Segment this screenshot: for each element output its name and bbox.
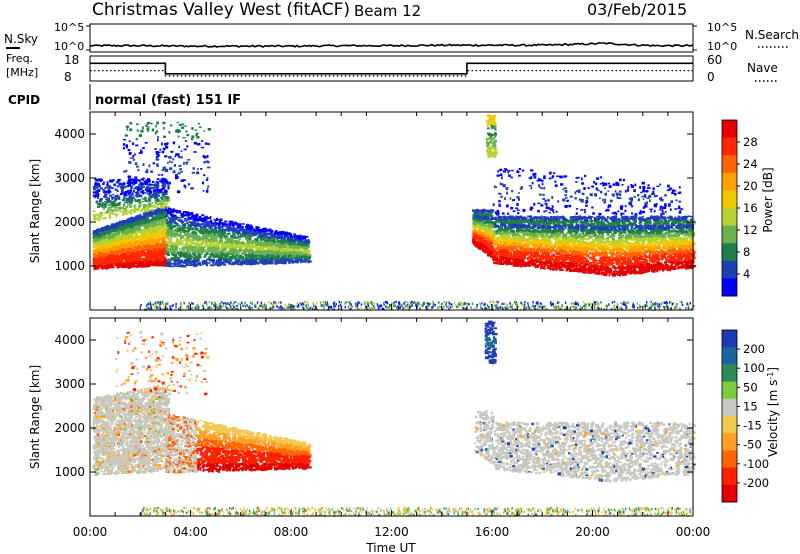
noise-panel-frame bbox=[89, 23, 694, 53]
power-ylabel: Slant Range [km] bbox=[28, 159, 42, 263]
colorbar-swatch bbox=[722, 381, 737, 400]
colorbar-swatch bbox=[722, 243, 737, 262]
ytick-label: 3000 bbox=[54, 171, 85, 185]
velocity-colorbar-label: Velocity [m s-1] bbox=[766, 367, 780, 457]
colorbar-swatch bbox=[722, 137, 737, 156]
colorbar-tick-label: 100 bbox=[743, 361, 765, 375]
nsky-tick-top: 10^5 bbox=[54, 21, 84, 34]
xtick-label: 20:00 bbox=[575, 525, 610, 539]
colorbar-tick-label: 20 bbox=[743, 179, 758, 193]
nave-tick-top: 60 bbox=[707, 53, 722, 67]
colorbar-swatch bbox=[722, 450, 737, 469]
freq-tick-top: 18 bbox=[64, 53, 79, 67]
colorbar-swatch bbox=[722, 416, 737, 434]
power-colorbar: 28 24 20 16 12 8 4 bbox=[721, 119, 758, 297]
cpid-value: normal (fast) 151 IF bbox=[95, 93, 241, 108]
colorbar-swatch bbox=[722, 330, 737, 348]
xtick-label: 08:00 bbox=[274, 525, 309, 539]
x-axis-title: Time UT bbox=[365, 541, 416, 554]
velocity-ground-noise bbox=[140, 506, 694, 517]
ytick-label: 3000 bbox=[54, 377, 85, 391]
noise-sky-series bbox=[89, 42, 694, 48]
xtick-label: 12:00 bbox=[374, 525, 409, 539]
ytick-label: 4000 bbox=[54, 127, 85, 141]
nave-tick-bottom: 0 bbox=[707, 70, 715, 84]
colorbar-tick-label: -200 bbox=[743, 476, 769, 490]
station-title: Christmas Valley West (fitACF) bbox=[92, 0, 350, 20]
colorbar-swatch bbox=[722, 278, 737, 297]
power-ground-noise bbox=[140, 300, 695, 311]
power-data bbox=[92, 114, 697, 277]
colorbar-swatch bbox=[722, 347, 737, 365]
ytick-label: 4000 bbox=[54, 333, 85, 347]
colorbar-tick-label: 15 bbox=[743, 399, 758, 413]
beam-label: Beam 12 bbox=[354, 2, 421, 20]
colorbar-swatch bbox=[722, 433, 737, 451]
nsky-tick-bottom: 10^0 bbox=[54, 40, 84, 53]
colorbar-swatch bbox=[722, 364, 737, 383]
x-axis: 00:00 04:00 08:00 12:00 16:00 20:00 00:00 bbox=[73, 112, 711, 539]
colorbar-swatch bbox=[722, 120, 737, 139]
colorbar-swatch bbox=[722, 225, 737, 244]
nsearch-tick-top: 10^5 bbox=[707, 21, 737, 34]
power-panel: 1000 2000 3000 4000 Slant Range [km] 28 24 20… bbox=[28, 111, 775, 311]
ytick-label: 2000 bbox=[54, 421, 85, 435]
colorbar-tick-label: 12 bbox=[743, 223, 758, 237]
colorbar-swatch bbox=[722, 260, 737, 279]
xtick-label: 04:00 bbox=[173, 525, 208, 539]
cpid-label: CPID bbox=[8, 93, 40, 107]
freq-panel: Freq. [MHz] 18 8 60 0 Nave bbox=[6, 52, 778, 84]
freq-series bbox=[90, 62, 693, 75]
colorbar-tick-label: -100 bbox=[743, 457, 769, 471]
colorbar-tick-label: 16 bbox=[743, 201, 758, 215]
colorbar-tick-label: 50 bbox=[743, 380, 758, 394]
colorbar-tick-label: 24 bbox=[743, 157, 758, 171]
colorbar-swatch bbox=[722, 172, 737, 191]
colorbar-tick-label: 28 bbox=[743, 135, 758, 149]
colorbar-swatch bbox=[722, 155, 737, 174]
freq-panel-frame bbox=[89, 55, 694, 82]
velocity-panel: 1000 2000 3000 4000 Slant Range [km] 200 100… bbox=[28, 317, 780, 517]
colorbar-swatch bbox=[722, 190, 737, 209]
colorbar-swatch bbox=[722, 208, 737, 227]
colorbar-tick-label: -15 bbox=[743, 419, 762, 433]
date-label: 03/Feb/2015 bbox=[587, 0, 687, 19]
xtick-label: 00:00 bbox=[676, 525, 711, 539]
xtick-label: 16:00 bbox=[475, 525, 510, 539]
ytick-label: 2000 bbox=[54, 215, 85, 229]
nave-label: Nave bbox=[747, 61, 778, 75]
freq-unit-label: [MHz] bbox=[6, 66, 38, 79]
ytick-label: 1000 bbox=[54, 465, 85, 479]
power-colorbar-label: Power [dB] bbox=[761, 167, 775, 232]
nsearch-tick-bottom: 10^0 bbox=[707, 40, 737, 53]
velocity-ylabel: Slant Range [km] bbox=[28, 365, 42, 469]
nave-series bbox=[90, 69, 693, 77]
colorbar-tick-label: 200 bbox=[743, 342, 765, 356]
ytick-label: 1000 bbox=[54, 259, 85, 273]
freq-label: Freq. bbox=[6, 52, 33, 65]
colorbar-swatch bbox=[722, 484, 737, 503]
noise-panel: N.Sky 10^5 10^0 10^5 10^0 N.Search bbox=[4, 21, 799, 53]
velocity-colorbar: 200 100 50 15 -15 -50 -100 -200 bbox=[721, 329, 769, 503]
colorbar-tick-label: 4 bbox=[743, 267, 750, 281]
xtick-label: 00:00 bbox=[73, 525, 108, 539]
colorbar-tick-label: 8 bbox=[743, 245, 750, 259]
velocity-data bbox=[92, 320, 696, 483]
nsky-label: N.Sky bbox=[4, 32, 38, 46]
colorbar-tick-label: -50 bbox=[743, 438, 762, 452]
colorbar-swatch bbox=[722, 398, 737, 417]
colorbar-swatch bbox=[722, 467, 737, 486]
freq-tick-bottom: 8 bbox=[64, 70, 72, 84]
nsearch-label: N.Search bbox=[745, 28, 799, 42]
